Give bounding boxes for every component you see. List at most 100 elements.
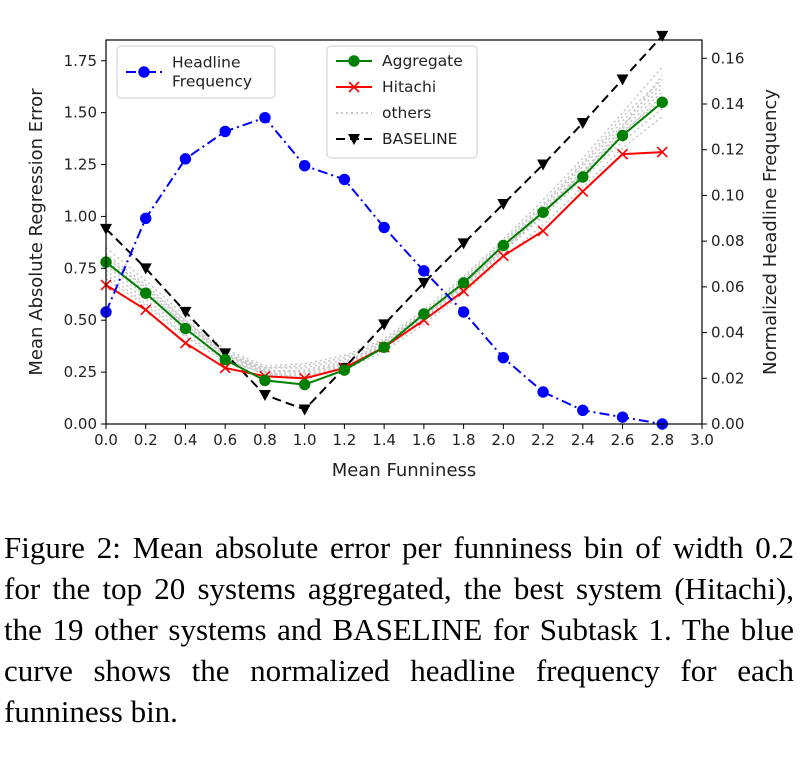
series-aggregate [100,96,668,391]
y-tick-label-left: 0.00 [64,415,97,433]
point-baseline [457,238,470,250]
point-aggregate [577,171,589,183]
legend-label: Hitachi [382,78,436,96]
x-tick-label: 2.0 [491,431,515,449]
y-tick-label-right: 0.02 [711,369,744,387]
y-tick-label-left: 0.75 [64,259,97,277]
x-tick-label: 2.8 [650,431,674,449]
y-tick-label-right: 0.04 [711,324,744,342]
others-series-line [105,83,663,369]
point-headline-frequency [457,306,470,318]
x-tick-label: 2.4 [571,431,595,449]
point-hitachi [616,148,629,160]
legend-label: Frequency [172,73,252,91]
chart: 0.0 0.2 0.4 0.6 0.8 1.0 1.2 1.4 1.6 1.8 2.0 2.2 2.4 2… [26,30,781,481]
point-headline-frequency [418,265,430,277]
legend-marker [348,55,360,67]
y-tick-label-left: 1.75 [64,52,97,70]
series-line-baseline [105,35,664,411]
point-aggregate [656,96,668,108]
x-tick-label: 3.0 [690,431,714,449]
point-baseline [656,30,669,42]
point-headline-frequency [298,160,311,172]
x-tick-label: 0.4 [174,431,198,449]
x-tick-label: 0.0 [94,431,118,449]
point-aggregate [140,287,152,299]
y-tick-label-right: 0.06 [711,278,744,296]
y-tick-label-right: 0.16 [711,49,744,67]
legend-entry: BASELINE [336,130,457,148]
point-aggregate [338,364,351,376]
y-tick-label-right: 0.12 [711,141,744,159]
point-headline-frequency [616,411,629,423]
legend-label: Headline [172,54,241,72]
x-tick-label: 1.6 [412,431,436,449]
y-tick-label-right: 0.08 [711,232,744,250]
legend-marker [348,134,360,145]
point-baseline [378,319,391,331]
x-tick-label: 2.6 [611,431,635,449]
legend-entry: Hitachi [336,78,436,96]
series-line-headline-frequency [105,116,663,425]
x-axis-label: Mean Funniness [332,460,477,481]
point-baseline [258,389,271,401]
point-headline-frequency [497,352,510,364]
point-baseline [497,198,510,210]
legend-label: Aggregate [382,52,463,70]
point-headline-frequency [338,173,351,186]
axis-ticks: 0.0 0.2 0.4 0.6 0.8 1.0 1.2 1.4 1.6 1.8 2.0 2.2 2.4 2… [64,49,745,449]
point-baseline [179,306,192,318]
point-baseline [616,74,629,86]
point-hitachi [219,362,231,374]
point-headline-frequency [537,386,549,398]
point-hitachi [140,304,152,316]
legend-label: BASELINE [382,130,457,148]
y-tick-label-left: 1.25 [64,156,97,174]
point-aggregate [378,341,390,353]
x-tick-label: 0.6 [213,431,237,449]
y-tick-label-left: 0.25 [64,363,97,381]
point-hitachi [179,337,192,349]
point-headline-frequency [140,212,152,224]
point-baseline [298,404,311,416]
point-baseline [537,159,550,171]
y-tick-label-right: 0.10 [711,186,744,204]
legend-label: others [382,104,431,122]
point-aggregate [179,322,192,335]
point-aggregate [418,308,430,320]
legend-marker [348,81,360,93]
y-axis-label-left: Mean Absolute Regression Error [26,88,47,376]
x-tick-label: 1.8 [452,431,476,449]
x-tick-label: 1.4 [372,431,396,449]
point-aggregate [537,206,549,218]
plot-frame [105,39,703,425]
point-baseline [219,348,232,360]
y-tick-label-right: 0.14 [711,95,744,113]
point-aggregate [259,374,271,387]
legend-marker [138,66,150,78]
point-aggregate [219,353,231,366]
x-tick-label: 2.2 [531,431,555,449]
point-aggregate [298,378,311,391]
point-aggregate [616,129,629,142]
point-hitachi [497,250,509,262]
point-baseline [576,118,589,130]
x-tick-label: 0.2 [134,431,158,449]
point-aggregate [457,277,470,289]
point-headline-frequency [577,404,589,416]
figure-caption: Figure 2: Mean absolute error per funnin… [4,530,794,729]
point-aggregate [497,239,510,252]
point-hitachi [577,185,589,198]
x-tick-label: 1.0 [293,431,317,449]
series-baseline [100,30,669,416]
point-baseline [417,277,430,289]
x-tick-label: 1.2 [332,431,356,449]
y-tick-label-left: 0.50 [64,311,97,329]
y-axis-label-right: Normalized Headline Frequency [760,89,781,375]
point-headline-frequency [378,221,390,234]
point-hitachi [656,146,668,158]
point-baseline [139,263,152,275]
point-hitachi [537,225,549,237]
point-hitachi [458,285,470,297]
